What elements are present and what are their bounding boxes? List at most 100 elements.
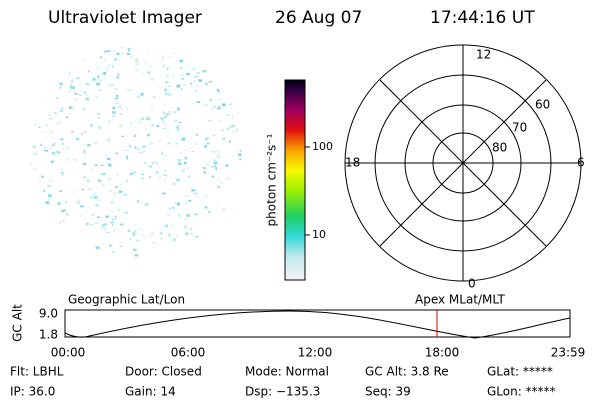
speckle (211, 175, 215, 178)
speckle (69, 72, 71, 74)
info: GLat: ***** (487, 365, 553, 379)
speckle (172, 73, 175, 76)
speckle (97, 198, 100, 202)
speckle (138, 148, 140, 150)
speckle (193, 192, 198, 195)
speckle (114, 87, 118, 91)
speckle (162, 55, 164, 59)
speckle (203, 167, 206, 170)
speckle (57, 202, 61, 205)
speckle (143, 162, 147, 165)
speckle (136, 95, 140, 98)
speckle (216, 150, 220, 153)
speckle (228, 125, 232, 129)
info: Flt: LBHL (10, 365, 64, 379)
speckle (83, 176, 86, 179)
lat-label: 60 (535, 98, 550, 112)
speckle (113, 178, 116, 180)
speckle (176, 129, 180, 132)
speckle (58, 190, 63, 193)
speckle (106, 49, 111, 53)
speckle (87, 144, 91, 147)
speckle (111, 211, 113, 213)
info: Seq: 39 (365, 385, 411, 399)
speckle (184, 225, 187, 228)
speckle (144, 61, 147, 63)
speckle (191, 68, 193, 70)
speckle (197, 79, 200, 82)
speckle (196, 75, 200, 77)
speckle (111, 223, 114, 227)
speckle (123, 193, 127, 196)
speckle (90, 124, 93, 127)
speckle (208, 210, 212, 213)
speckle (89, 72, 94, 74)
time: 17:44:16 UT (430, 8, 535, 28)
speckle (116, 173, 119, 176)
speckle (106, 157, 111, 161)
speckle (81, 133, 83, 135)
speckle (164, 88, 167, 92)
speckle (164, 103, 167, 105)
speckle (214, 164, 217, 167)
speckle (71, 79, 73, 83)
speckle (174, 119, 178, 123)
speckle (57, 122, 59, 125)
speckle (83, 150, 87, 153)
speckle (172, 224, 175, 226)
speckle (186, 167, 190, 170)
speckle (60, 138, 63, 140)
speckle (184, 148, 188, 152)
speckle (142, 145, 146, 148)
mlt-label: 12 (476, 48, 491, 62)
speckle (195, 86, 199, 88)
speckle (163, 127, 166, 129)
speckle (99, 79, 102, 81)
speckle (184, 217, 187, 220)
speckle (79, 198, 81, 200)
speckle (210, 98, 212, 102)
speckle (190, 227, 193, 231)
speckle (126, 107, 129, 110)
speckle (230, 125, 234, 128)
speckle (110, 221, 114, 224)
speckle (82, 152, 87, 155)
info: Door: Closed (125, 365, 202, 379)
speckle (108, 64, 112, 66)
speckle (109, 84, 114, 86)
speckle (186, 72, 190, 76)
speckle (108, 136, 110, 139)
speckle (194, 90, 197, 92)
speckle (113, 217, 118, 220)
speckle (109, 190, 113, 192)
speckle (74, 93, 78, 95)
speckle (222, 138, 226, 140)
speckle (129, 172, 134, 175)
speckle (107, 178, 112, 180)
speckle (212, 151, 216, 153)
speckle (102, 173, 106, 175)
date: 26 Aug 07 (275, 8, 362, 28)
speckle (102, 224, 105, 227)
speckle (184, 161, 187, 165)
speckle (161, 152, 164, 155)
speckle (149, 234, 153, 237)
speckle (165, 144, 167, 146)
speckle (212, 159, 216, 162)
speckle (66, 212, 69, 216)
speckle (61, 210, 65, 213)
speckle (121, 223, 125, 225)
speckle (49, 179, 53, 182)
speckle (80, 215, 82, 217)
speckle (141, 91, 144, 94)
speckle (178, 214, 180, 217)
speckle (168, 111, 171, 114)
speckle (226, 114, 231, 116)
speckle (126, 179, 128, 183)
speckle (179, 152, 182, 155)
speckle (113, 229, 115, 232)
speckle (164, 179, 166, 182)
speckle (44, 149, 49, 152)
speckle (228, 103, 232, 105)
